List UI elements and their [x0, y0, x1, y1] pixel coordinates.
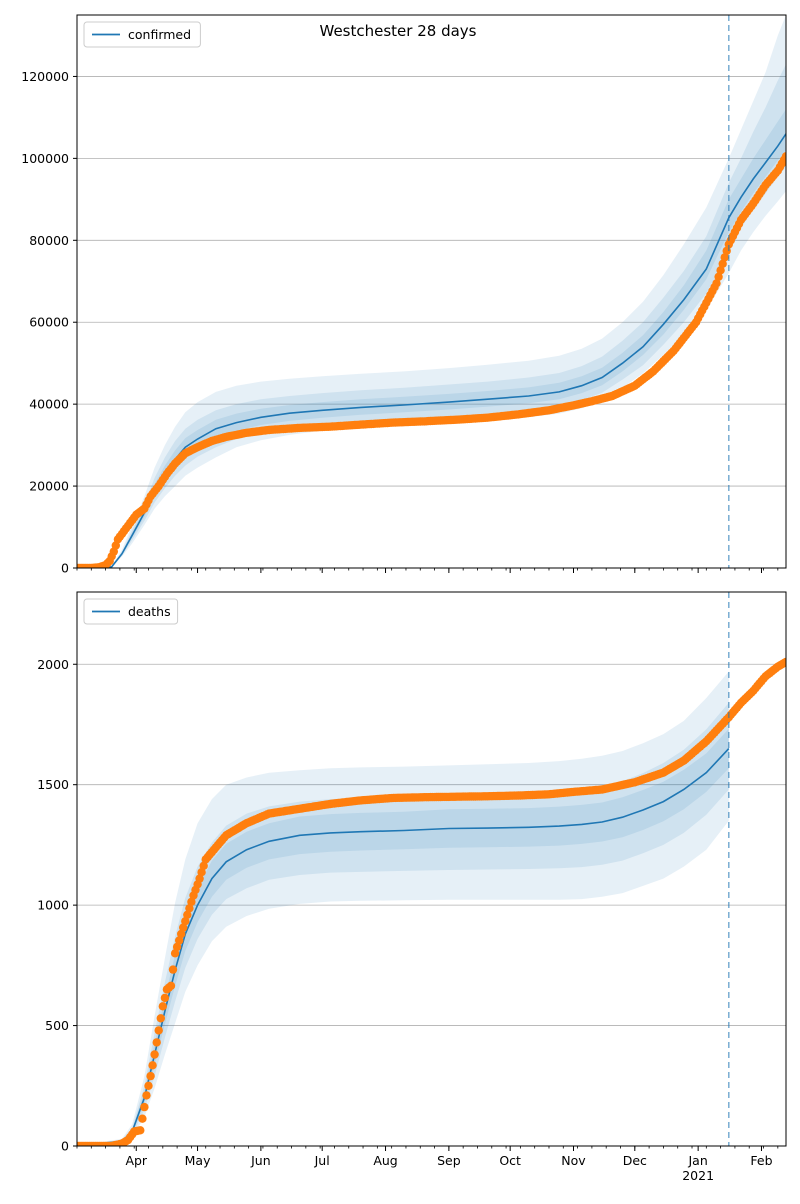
legend-label: deaths [128, 604, 171, 619]
observed-point [175, 936, 184, 945]
plot-area [77, 657, 786, 1146]
x-tick-label: Dec [623, 1153, 647, 1168]
axes-frame [76, 591, 787, 1147]
observed-point [185, 904, 194, 913]
panel-deaths: 0 500 1000 1500 2000 Apr May Jun Jul Aug Sep Oct Nov… [37, 591, 787, 1183]
y-tick-label: 0 [61, 1139, 69, 1154]
observed-point [156, 1014, 165, 1023]
observed-point [716, 266, 725, 275]
observed-point [172, 942, 182, 952]
observed-point [138, 1114, 147, 1123]
x-tick-label: Sep [437, 1153, 461, 1168]
plot-area [77, 15, 786, 568]
observed-point [181, 917, 190, 926]
x-tick-label: Jul [314, 1153, 330, 1168]
observed-point [144, 1081, 153, 1091]
observed-point [781, 152, 786, 161]
x-tick-label: May [185, 1153, 211, 1168]
legend-box [83, 21, 201, 48]
observed-point [148, 1061, 157, 1070]
x-tick-label: Jun [250, 1153, 271, 1168]
observed-point [197, 868, 206, 877]
x-tick-label: Nov [561, 1153, 586, 1168]
y-tick-label: 120000 [21, 69, 69, 84]
model-line [77, 133, 786, 568]
confidence-band-2 [77, 64, 786, 568]
observed-point [718, 259, 727, 268]
x-tick-label: Apr [125, 1153, 147, 1168]
y-tick-label: 2000 [37, 657, 69, 672]
observed-point [166, 981, 176, 990]
legend-box [83, 598, 179, 625]
y-tick-label: 1500 [37, 777, 69, 792]
observed-point [136, 1126, 145, 1135]
observed-point [720, 253, 729, 262]
axes-frame [76, 14, 787, 569]
observed-point [179, 923, 188, 932]
x-tick-label: Jan [688, 1153, 708, 1168]
legend: deaths [83, 598, 179, 625]
legend: confirmed [83, 21, 201, 48]
model-line [77, 748, 730, 1146]
y-tick-label: 80000 [29, 233, 69, 248]
observed-point [712, 279, 721, 288]
x-tick-label: Feb [750, 1153, 772, 1168]
observed-point [150, 1050, 159, 1059]
y-tick-label: 60000 [29, 315, 69, 330]
observed-point [154, 1026, 163, 1035]
panel-confirmed: 0 20000 40000 60000 80000 100000 120000 confirm… [21, 14, 787, 576]
observed-point [187, 897, 196, 907]
y-tick-label: 500 [45, 1018, 69, 1033]
observed-point [714, 272, 723, 281]
x-tick-label: Oct [499, 1153, 521, 1168]
confidence-band-1 [77, 671, 729, 1146]
observed-point [158, 1002, 167, 1011]
y-tick-label: 20000 [29, 479, 69, 494]
observed-point [170, 949, 180, 958]
chart-title: Westchester 28 days [320, 22, 477, 40]
observed-point [781, 657, 786, 667]
x-tick-sublabel: 2021 [682, 1168, 714, 1183]
confidence-band-3 [77, 728, 729, 1146]
confidence-band-2 [77, 702, 729, 1146]
observed-point [152, 1038, 161, 1047]
observed-point [168, 965, 178, 974]
observed-point [142, 1091, 151, 1100]
observed-point [195, 874, 204, 883]
y-tick-label: 1000 [37, 898, 69, 913]
observed-point [146, 1071, 155, 1081]
x-tick-label: Aug [373, 1153, 397, 1168]
y-tick-label: 40000 [29, 397, 69, 412]
y-tick-label: 100000 [21, 151, 69, 166]
observed-point [177, 929, 186, 939]
observed-point [183, 910, 192, 919]
observed-point [160, 993, 170, 1003]
observed-point [199, 861, 208, 870]
confidence-band-3 [77, 109, 786, 568]
y-tick-label: 0 [61, 561, 69, 576]
legend-label: confirmed [128, 27, 191, 42]
observed-point [140, 1102, 149, 1112]
